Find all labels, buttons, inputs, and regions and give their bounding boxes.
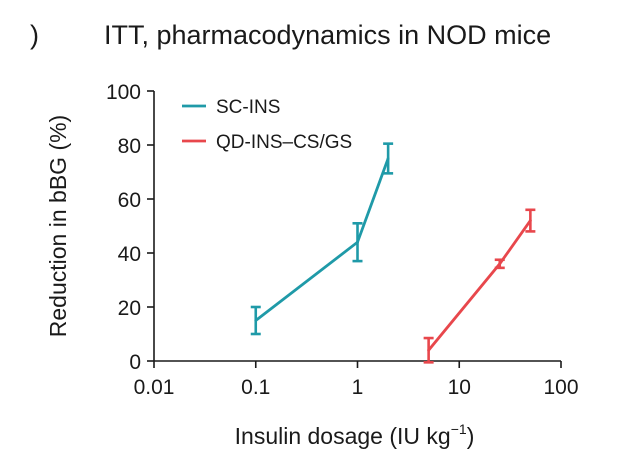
y-ticks: 0 20 40 60 80 100 (106, 81, 154, 374)
x-axis-label-sup: −1 (451, 421, 467, 437)
series-1 (250, 142, 394, 336)
x-axis-label: Insulin dosage (IU kg−1) (235, 421, 475, 449)
panel-label: ) (30, 20, 39, 50)
series-line (427, 219, 532, 352)
series-2 (423, 208, 536, 364)
legend-item: QD-INS–CS/GS (182, 132, 352, 153)
x-tick-label: 0.01 (134, 376, 175, 399)
x-tick-label: 0.1 (241, 376, 270, 399)
x-tick-label: 100 (543, 376, 578, 399)
data-point (386, 157, 390, 160)
y-tick-label: 100 (106, 81, 141, 104)
y-axis-label: Reduction in bBG (%) (45, 115, 71, 337)
data-point (427, 348, 431, 352)
x-tick-label: 10 (448, 376, 471, 399)
legend-label: SC-INS (216, 97, 280, 118)
data-point (254, 319, 258, 322)
y-tick-label: 40 (118, 243, 141, 266)
chart-title: ITT, pharmacodynamics in NOD mice (104, 20, 552, 50)
x-axis-label-main: Insulin dosage (IU kg (235, 423, 451, 449)
y-tick-label: 0 (129, 351, 141, 374)
data-point (498, 262, 502, 266)
legend-label: QD-INS–CS/GS (216, 132, 352, 153)
series-line (254, 158, 390, 322)
legend: SC-INS QD-INS–CS/GS (182, 97, 352, 153)
y-tick-label: 20 (118, 297, 141, 320)
series-layer (250, 142, 536, 364)
y-tick-label: 60 (118, 189, 141, 212)
x-axis-label-close: ) (467, 423, 475, 449)
x-ticks: 0.01 0.1 1 10 100 (134, 361, 579, 399)
data-point (528, 219, 532, 223)
x-tick-label: 1 (352, 376, 364, 399)
legend-item: SC-INS (182, 97, 280, 118)
data-point (356, 240, 359, 244)
y-tick-label: 80 (118, 135, 141, 158)
